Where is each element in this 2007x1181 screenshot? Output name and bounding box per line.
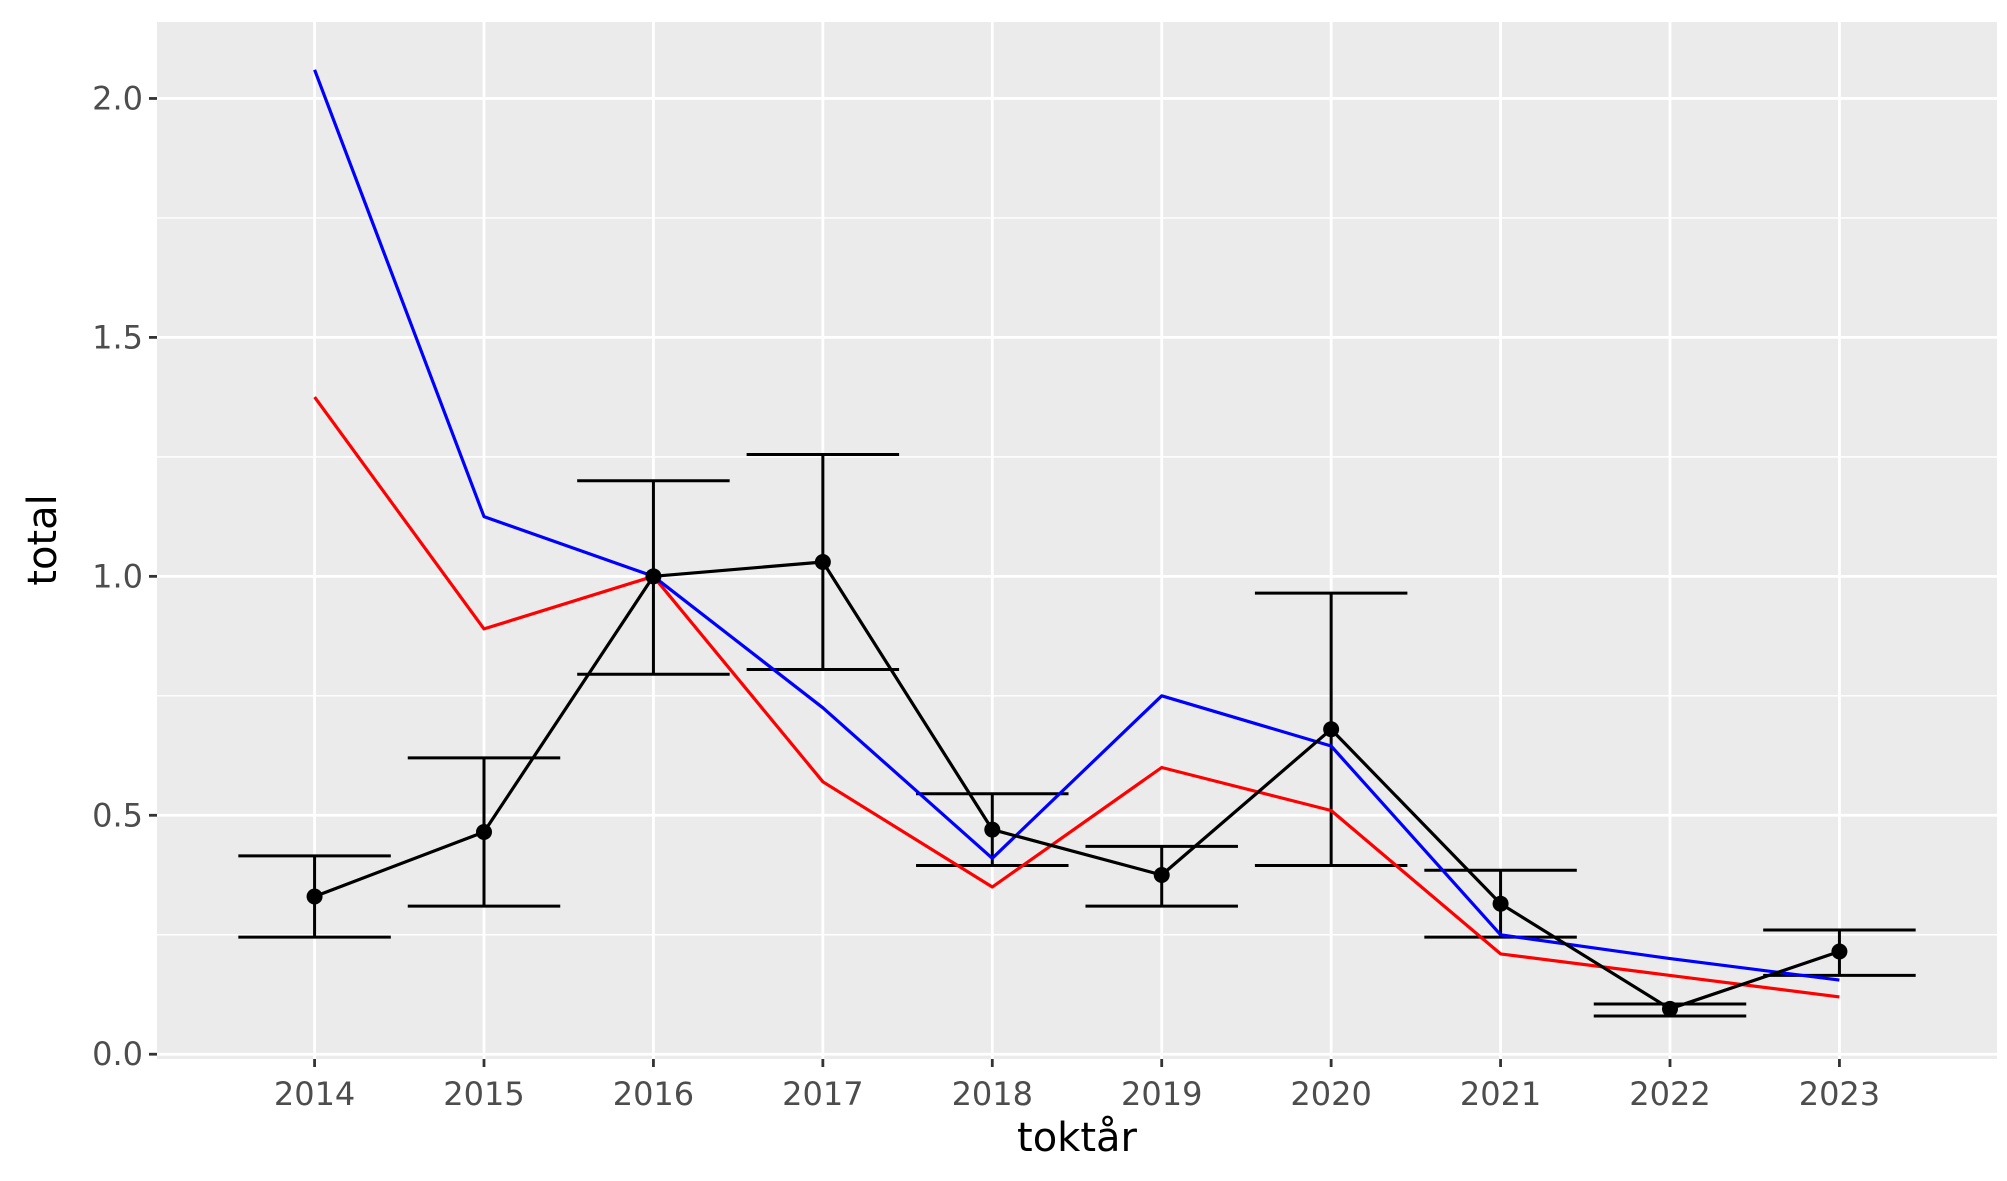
y-axis: 0.0 0.5 1.0 1.5 2.0 — [92, 79, 157, 1073]
data-point — [984, 821, 1001, 838]
y-tick-label: 2.0 — [92, 79, 143, 117]
y-tick-label: 1.0 — [92, 557, 143, 595]
data-point — [306, 888, 323, 905]
data-point — [1831, 943, 1848, 960]
data-point — [1662, 1000, 1679, 1017]
panel-background — [157, 22, 1997, 1059]
y-tick-label: 1.5 — [92, 318, 143, 356]
data-point — [475, 824, 492, 841]
x-axis: 2014 2015 2016 2017 2018 2019 2020 2021 2022 2023 — [274, 1059, 1880, 1113]
y-tick-label: 0.5 — [92, 796, 143, 834]
grid-minor — [157, 217, 1997, 936]
data-point — [1153, 867, 1170, 884]
y-axis-title: total — [20, 494, 66, 585]
series-line-1 — [313, 69, 1840, 982]
data-point — [814, 554, 831, 571]
series-line-2 — [313, 396, 1840, 999]
x-tick-label: 2021 — [1460, 1075, 1541, 1113]
x-tick-label: 2023 — [1799, 1075, 1880, 1113]
data-point — [1492, 895, 1509, 912]
x-tick-label: 2016 — [613, 1075, 694, 1113]
y-tick-label: 0.0 — [92, 1035, 143, 1073]
x-tick-label: 2017 — [782, 1075, 863, 1113]
data-point — [645, 568, 662, 585]
series-line-0 — [314, 560, 1840, 1011]
series-lines — [313, 69, 1840, 1011]
x-tick-label: 2020 — [1290, 1075, 1371, 1113]
x-tick-label: 2014 — [274, 1075, 355, 1113]
data-point — [1323, 721, 1340, 738]
x-tick-label: 2015 — [443, 1075, 524, 1113]
series-points — [306, 554, 1848, 1017]
x-tick-label: 2022 — [1629, 1075, 1710, 1113]
x-tick-label: 2018 — [952, 1075, 1033, 1113]
x-tick-label: 2019 — [1121, 1075, 1202, 1113]
x-axis-title: toktår — [1017, 1115, 1138, 1161]
